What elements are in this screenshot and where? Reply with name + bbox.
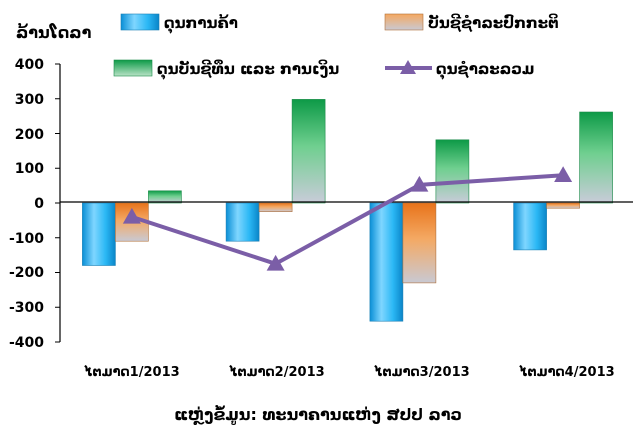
legend-label-trade-balance: ດຸນການຄ້າ (164, 13, 238, 35)
overall-balance-point (410, 175, 429, 192)
bar-trade-balance (225, 202, 260, 242)
x-tick-label: ໄຕມາດ2/2013 (228, 365, 324, 380)
overall-balance-point (122, 207, 141, 224)
y-tick-label: 300 (15, 92, 44, 108)
bar-capital-account (579, 111, 613, 204)
bar-capital-account (291, 99, 326, 204)
bar-capital-account (435, 139, 470, 204)
source-note: ແຫຼ່ງຂໍ້ມູນ: ທະນາຄານແຫ່ງ ສປປ ລາວ (174, 405, 462, 426)
legend-swatch-current-account (384, 13, 424, 31)
bar-trade-balance (513, 202, 547, 251)
legend-swatch-capital-account (113, 59, 153, 77)
legend: ດຸນການຄ້າ ບັນຊີຊໍາລະປົກກະຕິ ດຸນບັນຊີທຶນ … (113, 12, 559, 81)
bar-current-account (546, 202, 580, 209)
y-tick-label: -300 (9, 300, 44, 316)
y-tick-label: 200 (15, 127, 44, 143)
bar-capital-account (148, 190, 182, 204)
bar-trade-balance (369, 202, 404, 322)
overall-balance-series (122, 166, 573, 271)
x-tick-label: ໄຕມາດ3/2013 (373, 365, 469, 380)
x-tick-label: ໄຕມາດ4/2013 (518, 365, 614, 380)
bar-current-account (402, 202, 437, 284)
x-axis-labels: ໄຕມາດ1/2013 ໄຕມາດ2/2013 ໄຕມາດ3/2013 ໄຕມາ… (83, 365, 614, 380)
y-tick-label: 100 (15, 161, 44, 177)
bars (82, 99, 613, 322)
overall-balance-point (266, 254, 285, 271)
y-axis-ticks (55, 63, 60, 343)
y-tick-label: -400 (9, 335, 44, 351)
unit-label: ລ້ານໂດລາ (16, 23, 92, 42)
legend-swatch-trade-balance (120, 13, 160, 31)
y-axis-labels: 400 300 200 100 0 -100 -200 -300 -400 (9, 57, 44, 351)
overall-balance-point (554, 166, 573, 182)
legend-marker-overall-balance (400, 60, 416, 74)
y-tick-label: 400 (15, 57, 44, 73)
legend-label-capital-account: ດຸນບັນຊີທຶນ ແລະ ການເງິນ (157, 58, 339, 81)
legend-label-current-account: ບັນຊີຊໍາລະປົກກະຕິ (428, 12, 559, 33)
overall-balance-line (131, 173, 564, 266)
x-tick-label: ໄຕມາດ1/2013 (83, 365, 179, 380)
y-tick-label: 0 (34, 196, 44, 212)
legend-label-overall-balance: ດຸນຊໍາລະລວມ (436, 60, 534, 81)
bar-trade-balance (82, 202, 116, 266)
y-tick-label: -100 (9, 231, 44, 247)
bar-current-account (258, 202, 293, 212)
y-tick-label: -200 (9, 265, 44, 281)
